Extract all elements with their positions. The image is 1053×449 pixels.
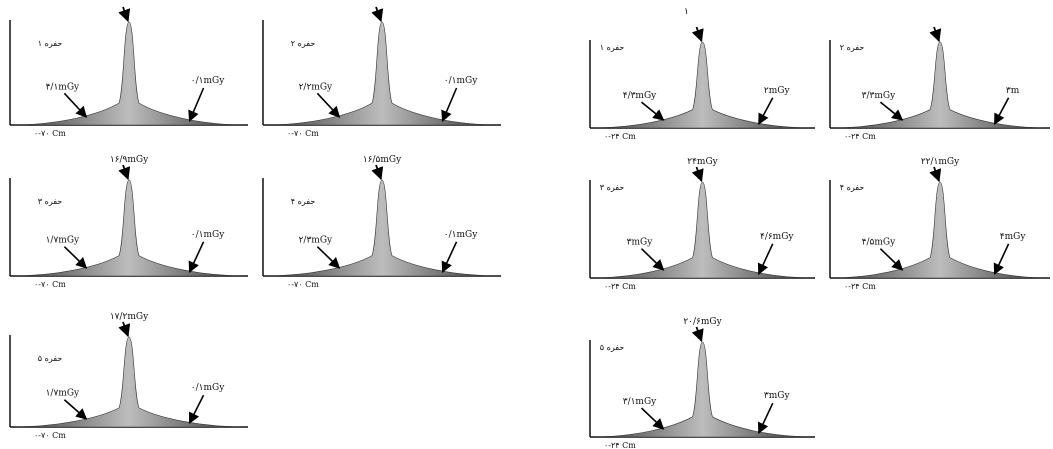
- right-arrow: [757, 402, 774, 435]
- panel-label: حفره ۲: [840, 43, 864, 52]
- right-arrow: [441, 87, 458, 123]
- peak-dose-label: ۲۲/۱mGy: [921, 157, 960, 167]
- left-arrow: [316, 92, 341, 118]
- panel-label: حفره ۴: [291, 197, 315, 206]
- left-arrow: [640, 101, 665, 121]
- chart-panels: حفره ۱ ۰-۷۰ Cm ۴/۱mGy ۰/۱mGy حفره ۲ ۰-۷۰ Cm ۲/…: [9, 6, 1051, 449]
- peak-arrow: [691, 326, 704, 343]
- peak-arrow: [118, 164, 131, 181]
- peak-arrow: [118, 321, 131, 338]
- dose-profile-chart: حفره ۱ ۰-۷۰ Cm ۴/۱mGy ۰/۱mGy: [9, 6, 249, 138]
- left-arrow: [316, 246, 341, 269]
- x-range-label: ۰-۷۰ Cm: [34, 129, 66, 138]
- peak-arrow: [118, 6, 131, 23]
- x-range-label: ۰-۲۴ Cm: [604, 132, 636, 141]
- peak-arrow: [929, 166, 942, 183]
- peak-arrow: [691, 166, 704, 183]
- panel-label: حفره ۲: [291, 39, 315, 48]
- right-dose-label: ۰/۱mGy: [191, 383, 225, 393]
- dose-profile-chart: حفره ۵ ۰-۲۴ Cm ۲۰/۶mGy ۳/۱mGy ۳mGy: [589, 317, 816, 449]
- left-dose-label: ۴/۱mGy: [46, 82, 80, 92]
- peak-arrow: [691, 26, 704, 43]
- panel-label: حفره ۳: [600, 183, 624, 192]
- dose-profile-chart: حفره ۵ ۰-۷۰ Cm ۱۷/۲mGy ۱/۷mGy ۰/۱mGy: [9, 312, 249, 440]
- peak-dose-label: ۲۰/۶mGy: [683, 317, 722, 327]
- x-range-label: ۰-۲۴ Cm: [844, 282, 876, 291]
- left-arrow: [879, 101, 904, 121]
- x-range-label: ۰-۷۰ Cm: [34, 431, 66, 440]
- left-dose-label: ۱/۷mGy: [46, 389, 80, 399]
- right-arrow: [188, 87, 205, 123]
- left-arrow: [63, 92, 88, 118]
- left-dose-label: ۴/۵mGy: [862, 238, 896, 248]
- x-range-label: ۰-۷۰ Cm: [287, 129, 319, 138]
- dose-profile-chart: حفره ۴ ۰-۷۰ Cm ۱۶/۵mGy ۲/۳mGy ۰/۱mGy: [262, 155, 502, 289]
- panel-label: حفره ۱: [600, 43, 624, 52]
- dose-profile-chart: حفره ۲ ۰-۷۰ Cm ۲/۲mGy ۰/۱mGy: [262, 6, 502, 138]
- right-dose-label: ۰/۱mGy: [444, 76, 478, 86]
- right-dose-label: ۰/۱mGy: [191, 230, 225, 240]
- x-range-label: ۰-۲۴ Cm: [604, 282, 636, 291]
- left-dose-label: ۲/۲mGy: [299, 82, 333, 92]
- panel-label: حفره ۳: [38, 197, 62, 206]
- dose-profile-chart: حفره ۲ ۰-۲۴ Cm ۳/۳mGy ۳m: [829, 26, 1051, 141]
- right-arrow: [758, 97, 774, 125]
- left-arrow: [63, 246, 88, 269]
- right-arrow: [993, 97, 1010, 125]
- panel-label: حفره ۱: [38, 39, 62, 48]
- right-dose-label: ۳mGy: [764, 391, 791, 401]
- figure-note: ۱: [684, 7, 689, 17]
- dose-profile-chart: حفره ۳ ۰-۲۴ Cm ۲۴mGy ۳mGy ۴/۶mGy: [589, 157, 816, 291]
- x-range-label: ۰-۲۴ Cm: [604, 441, 636, 449]
- peak-dose-label: ۱۷/۲mGy: [110, 312, 149, 322]
- left-arrow: [640, 248, 665, 271]
- right-arrow: [993, 243, 1010, 276]
- right-dose-label: ۳m: [1006, 86, 1020, 96]
- peak-arrow: [371, 164, 384, 181]
- right-arrow: [757, 243, 774, 276]
- dose-profile-chart: حفره ۱ ۰-۲۴ Cm ۴/۳mGy ۲mGy: [589, 26, 816, 141]
- x-range-label: ۰-۷۰ Cm: [34, 280, 66, 289]
- right-arrow: [188, 394, 205, 425]
- panel-label: حفره ۵: [38, 354, 62, 363]
- right-dose-label: ۰/۱mGy: [191, 76, 225, 86]
- left-arrow: [879, 248, 904, 271]
- right-dose-label: ۴mGy: [1000, 232, 1027, 242]
- dose-profile-chart: حفره ۴ ۰-۲۴ Cm ۲۲/۱mGy ۴/۵mGy ۴mGy: [829, 157, 1051, 291]
- left-dose-label: ۳/۱mGy: [623, 397, 657, 407]
- right-dose-label: ۴/۶mGy: [760, 232, 794, 242]
- x-range-label: ۰-۲۴ Cm: [844, 132, 876, 141]
- peak-arrow: [371, 6, 384, 23]
- right-dose-label: ۰/۱mGy: [444, 230, 478, 240]
- left-dose-label: ۴/۳mGy: [623, 91, 657, 101]
- left-dose-label: ۳/۳mGy: [862, 91, 896, 101]
- peak-dose-label: ۱۶/۹mGy: [110, 155, 149, 165]
- right-arrow: [441, 241, 458, 274]
- panel-label: حفره ۵: [600, 343, 624, 352]
- left-arrow: [63, 399, 88, 420]
- right-arrow: [188, 241, 205, 274]
- left-dose-label: ۱/۷mGy: [46, 236, 80, 246]
- dose-profile-chart: حفره ۳ ۰-۷۰ Cm ۱۶/۹mGy ۱/۷mGy ۰/۱mGy: [9, 155, 249, 289]
- x-range-label: ۰-۷۰ Cm: [287, 280, 319, 289]
- left-dose-label: ۲/۳mGy: [299, 236, 333, 246]
- panel-label: حفره ۴: [840, 183, 864, 192]
- left-arrow: [640, 407, 665, 430]
- peak-arrow: [929, 26, 942, 43]
- left-dose-label: ۳mGy: [627, 238, 654, 248]
- peak-dose-label: ۱۶/۵mGy: [363, 155, 402, 165]
- peak-dose-label: ۲۴mGy: [687, 157, 718, 167]
- right-dose-label: ۲mGy: [764, 86, 791, 96]
